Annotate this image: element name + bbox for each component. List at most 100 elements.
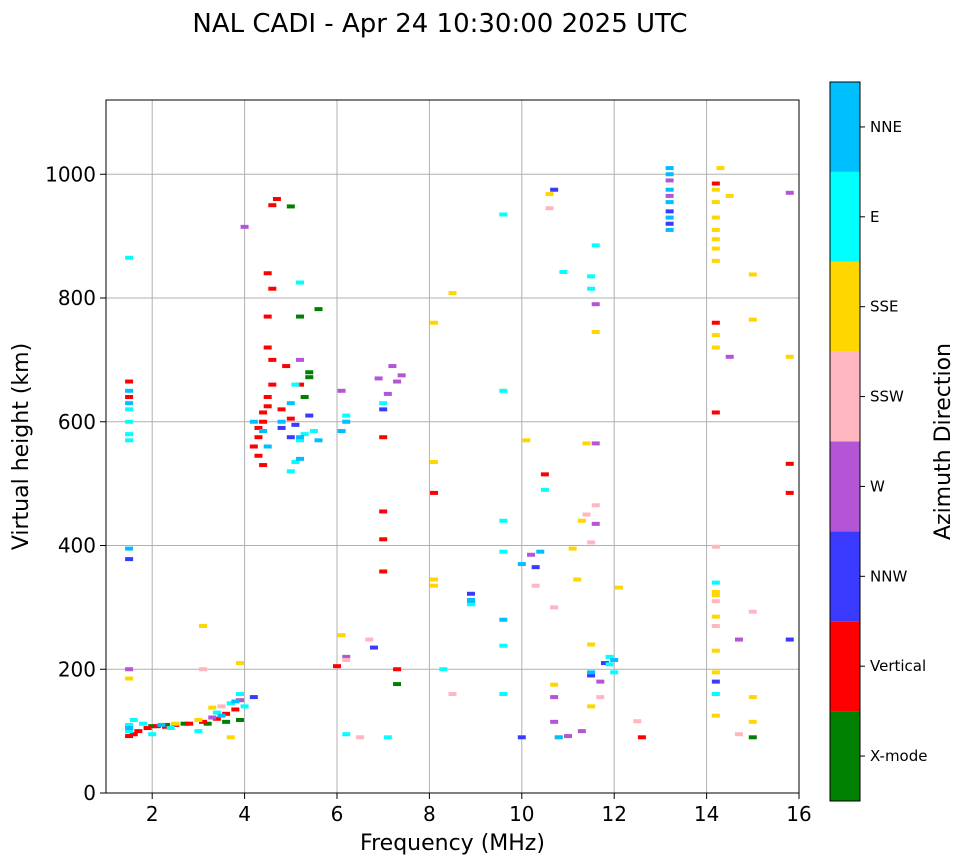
data-point	[550, 695, 559, 700]
data-point	[217, 713, 226, 718]
data-point	[199, 623, 208, 628]
data-point	[162, 724, 171, 729]
data-point	[466, 591, 475, 596]
data-point	[125, 255, 134, 260]
data-point	[665, 172, 674, 177]
x-tick-label: 2	[146, 802, 159, 826]
data-point	[263, 444, 272, 449]
data-point	[499, 388, 508, 393]
data-point	[125, 557, 134, 562]
series-e	[125, 212, 720, 740]
data-point	[591, 330, 600, 335]
data-point	[125, 722, 134, 727]
data-point	[591, 243, 600, 248]
data-point	[125, 676, 134, 681]
data-point	[305, 413, 314, 418]
data-point	[577, 729, 586, 734]
data-point	[125, 546, 134, 551]
data-point	[725, 354, 734, 359]
colorbar-segment	[830, 82, 860, 172]
data-point	[379, 569, 388, 574]
data-point	[300, 395, 309, 399]
data-point	[286, 401, 295, 406]
data-point	[448, 692, 457, 696]
data-point	[125, 395, 134, 399]
y-tick-label: 0	[83, 781, 96, 805]
y-tick-label: 1000	[45, 162, 96, 186]
data-point	[300, 432, 309, 437]
data-point	[587, 642, 596, 647]
data-point	[587, 673, 596, 678]
data-point	[711, 333, 720, 338]
data-point	[263, 271, 272, 276]
data-point	[748, 317, 757, 322]
data-point	[536, 549, 545, 554]
data-point	[711, 623, 720, 628]
data-point	[125, 667, 134, 672]
data-point	[554, 735, 563, 740]
data-point	[665, 193, 674, 198]
data-point	[249, 444, 258, 449]
data-point	[194, 717, 203, 722]
data-point	[393, 682, 402, 687]
data-point	[527, 552, 536, 557]
data-point	[711, 580, 720, 585]
data-point	[517, 562, 526, 567]
data-point	[125, 388, 134, 393]
data-point	[596, 679, 605, 684]
data-point	[212, 716, 221, 721]
data-point	[388, 364, 397, 369]
data-point	[711, 320, 720, 325]
data-point	[748, 719, 757, 724]
x-axis-ticks: 2 4 6 8 10 12 14 16	[146, 793, 812, 826]
colorbar-tick-label: NNW	[870, 567, 907, 585]
data-points	[125, 166, 794, 740]
x-tick-label: 16	[786, 802, 811, 826]
data-point	[665, 200, 674, 205]
data-point	[665, 166, 674, 171]
y-tick-label: 200	[58, 657, 96, 681]
data-point	[531, 583, 540, 588]
data-point	[226, 735, 235, 740]
data-point	[614, 585, 623, 590]
data-point	[466, 602, 475, 607]
data-point	[582, 441, 591, 446]
data-point	[125, 438, 134, 443]
data-point	[665, 221, 674, 226]
data-point	[550, 187, 559, 192]
data-point	[605, 654, 614, 659]
data-point	[231, 699, 240, 704]
data-point	[268, 203, 277, 208]
data-point	[337, 633, 346, 638]
data-point	[393, 379, 402, 384]
data-point	[125, 432, 134, 437]
data-point	[259, 429, 268, 434]
data-point	[199, 719, 208, 724]
data-point	[277, 425, 286, 430]
data-point	[291, 459, 300, 464]
data-point	[305, 370, 314, 375]
data-point	[125, 407, 134, 412]
data-point	[540, 487, 549, 492]
data-point	[466, 597, 475, 602]
data-point	[587, 274, 596, 279]
data-point	[748, 272, 757, 277]
data-point	[296, 435, 305, 440]
data-point	[564, 734, 572, 739]
data-point	[208, 715, 217, 720]
data-point	[531, 565, 540, 570]
data-point	[240, 224, 249, 229]
colorbar-segment	[830, 261, 860, 352]
colorbar-segment	[830, 351, 860, 442]
series-vertical	[125, 181, 794, 740]
data-point	[499, 692, 508, 696]
data-point	[268, 286, 277, 291]
colorbar-tick-label: W	[870, 477, 885, 495]
data-point	[430, 320, 439, 325]
x-tick-label: 8	[423, 802, 436, 826]
data-point	[125, 734, 134, 739]
data-point	[379, 537, 388, 542]
data-point	[711, 227, 720, 232]
chart-title: NAL CADI - Apr 24 10:30:00 2025 UTC	[192, 9, 687, 39]
data-point	[296, 382, 305, 387]
